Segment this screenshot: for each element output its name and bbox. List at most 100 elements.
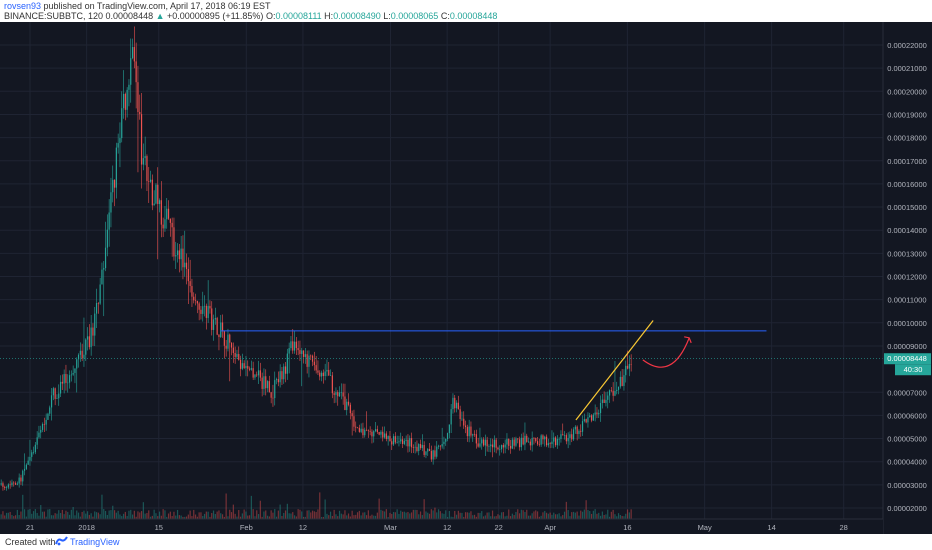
candle-body (443, 441, 445, 445)
volume-bar (369, 515, 371, 519)
candle-body (547, 443, 549, 446)
volume-bar (74, 515, 76, 519)
trend-line[interactable] (575, 320, 654, 421)
ohlc-line: BINANCE:SUBBTC, 120 0.00008448 ▲ +0.0000… (4, 11, 497, 21)
candle-body (403, 440, 405, 444)
volume-bar (326, 513, 328, 519)
volume-bar (139, 512, 141, 519)
volume-bar (590, 513, 593, 519)
chart-panel[interactable]: 0.00022000 0.00021000 0.00020000 0.00019000… (0, 22, 932, 534)
candle-body (619, 376, 621, 387)
candle-body (169, 218, 171, 223)
candle-body (313, 361, 315, 366)
volume-bar (112, 505, 114, 519)
candle-body (630, 364, 632, 365)
candle-body (256, 374, 258, 376)
tradingview-brand-link[interactable]: TradingView (70, 537, 120, 547)
volume-bar (92, 516, 94, 519)
curved-arrow[interactable] (642, 337, 690, 368)
volume-bar (398, 513, 400, 519)
candle-body (421, 444, 423, 449)
volume-bar (58, 510, 60, 519)
candle-body (121, 108, 123, 139)
price-axis[interactable] (883, 22, 932, 534)
volume-bar (49, 509, 51, 519)
candle-body (596, 412, 598, 415)
volume-bar (45, 516, 47, 519)
candle-body (490, 444, 492, 447)
candle-body (229, 334, 231, 343)
candle-body (18, 477, 20, 484)
volume-bar (68, 514, 71, 519)
volume-bar (293, 515, 296, 519)
candle-body (94, 313, 96, 336)
candle-body (140, 114, 143, 165)
volume-bar (488, 512, 490, 519)
candle-body (7, 484, 9, 488)
candle-body (322, 372, 324, 377)
author-link[interactable]: rovsen93 (4, 1, 42, 11)
time-axis[interactable] (0, 519, 883, 534)
volume-bar (284, 510, 287, 519)
volume-bar (290, 513, 292, 519)
volume-bar (148, 510, 150, 519)
candle-body (0, 483, 2, 485)
candle-body (198, 303, 200, 310)
candle-body (434, 450, 436, 457)
candle-body (279, 371, 281, 383)
candle-body (166, 208, 168, 220)
volume-bar (133, 510, 135, 519)
candle-body (416, 446, 418, 452)
volume-bar (86, 511, 89, 519)
price-chart[interactable]: 0.00022000 0.00021000 0.00020000 0.00019000… (0, 22, 932, 534)
volume-bar (5, 512, 8, 519)
volume-bar (425, 511, 427, 519)
volume-bar (234, 513, 236, 519)
volume-bar (14, 515, 17, 519)
tradingview-logo-icon[interactable] (55, 536, 68, 548)
volume-bar (101, 494, 103, 519)
volume-bar (459, 512, 461, 519)
candle-body (479, 443, 481, 447)
price-axis-labels: 0.00022000 0.00021000 0.00020000 0.00019000… (887, 41, 927, 513)
volume-bar (43, 511, 45, 519)
candle-body (220, 322, 222, 338)
candle-body (227, 334, 229, 349)
volume-bar (520, 509, 522, 519)
annotations[interactable] (0, 320, 883, 421)
volume-bar (162, 509, 164, 519)
volume-bar (173, 511, 175, 519)
volume-bar (362, 512, 364, 519)
volume-bar (297, 509, 299, 519)
volume-bar (252, 509, 254, 519)
candle-body (202, 306, 204, 314)
candle-body (158, 200, 161, 204)
volume-bar (241, 513, 243, 519)
candle-body (583, 419, 585, 422)
candle-body (139, 112, 141, 115)
volume-bar (331, 515, 333, 519)
volume-bar (441, 513, 443, 519)
volume-bar (434, 507, 436, 519)
volume-bar (391, 513, 393, 519)
candle-body (167, 208, 170, 219)
candle-body (101, 269, 103, 285)
candle-body (14, 483, 17, 485)
volume-bar (356, 512, 359, 519)
volume-bar (526, 509, 528, 519)
volume-bar (396, 509, 398, 519)
volume-bar (581, 511, 584, 519)
candle-body (196, 300, 198, 304)
candle-body (616, 389, 618, 391)
candle-body (481, 439, 483, 444)
candle-body (518, 439, 521, 448)
volume-bar (571, 512, 573, 519)
candle-body (412, 447, 414, 448)
candle-body (349, 404, 351, 414)
volume-bar (499, 515, 501, 519)
candle-body (592, 414, 594, 421)
volume-bar (140, 511, 143, 519)
volume-bar (387, 516, 389, 519)
volume-bar (383, 511, 386, 519)
candle-body (540, 435, 542, 445)
